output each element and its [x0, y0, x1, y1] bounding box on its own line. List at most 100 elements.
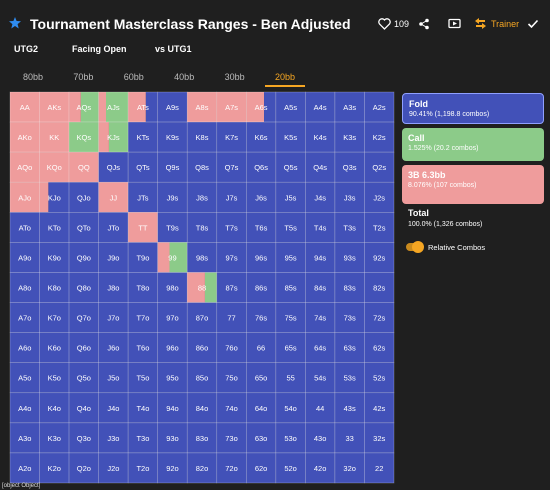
cell-segment: [275, 362, 306, 393]
cell-segment: [39, 422, 70, 453]
hand-label: T7s: [225, 223, 238, 232]
hand-label: A8s: [196, 103, 209, 112]
hand-label: QJs: [107, 163, 121, 172]
cell-segment: [98, 362, 129, 393]
cell-segment: [69, 272, 99, 303]
cell-segment: [98, 332, 129, 363]
cell-segment: [334, 242, 365, 273]
cell-segment: [39, 212, 70, 243]
hand-label: A9s: [166, 103, 179, 112]
hand-label: K8o: [48, 284, 61, 293]
hand-label: T3o: [136, 434, 149, 443]
cell-segment: [305, 332, 335, 363]
cell-segment: [364, 92, 394, 123]
hand-label: T7o: [136, 314, 149, 323]
tab[interactable]: 80bb: [22, 72, 44, 82]
toggle[interactable]: [406, 241, 424, 253]
cell-segment: [128, 152, 158, 183]
share-icon[interactable]: [418, 18, 430, 30]
hand-label: AQs: [77, 103, 92, 112]
cell-segment: [305, 152, 335, 183]
hand-label: T2o: [136, 464, 149, 473]
hand-label: A7o: [18, 314, 31, 323]
hand-label: 43o: [314, 434, 327, 443]
trainer-icon[interactable]: [474, 17, 487, 30]
cell-segment: [157, 212, 188, 243]
hand-label: 53s: [344, 374, 356, 383]
cell-segment: [334, 302, 365, 333]
filter-dropdown[interactable]: Facing Open: [72, 44, 127, 54]
cell-segment: [364, 242, 394, 273]
cell-segment: [246, 182, 276, 213]
hand-label: 92s: [373, 253, 385, 262]
tab[interactable]: 20bb: [265, 72, 305, 87]
cell-segment: [10, 302, 40, 333]
like-icon[interactable]: [378, 18, 391, 30]
video-icon[interactable]: [448, 18, 461, 30]
cell-segment: [108, 122, 129, 153]
cell-segment: [246, 272, 276, 303]
hand-label: A8o: [18, 284, 31, 293]
cell-segment: [275, 452, 306, 483]
cell-segment: [157, 182, 188, 213]
cell-segment: [187, 452, 217, 483]
hand-label: 32o: [343, 464, 356, 473]
cell-segment: [157, 122, 188, 153]
hand-label: KTo: [48, 223, 61, 232]
cell-segment: [334, 152, 365, 183]
cell-segment: [275, 92, 306, 123]
filter-dropdown[interactable]: UTG2: [14, 44, 39, 54]
tab[interactable]: 70bb: [73, 72, 94, 82]
hand-label: J4s: [314, 193, 326, 202]
hand-label: A3o: [18, 434, 31, 443]
legend-name: Call: [408, 133, 425, 143]
hand-label: K5s: [284, 133, 297, 142]
cell-segment: [334, 122, 365, 153]
hand-label: 83o: [196, 434, 209, 443]
cell-segment: [216, 92, 247, 123]
hand-label: 44: [316, 404, 324, 413]
filter-dropdown[interactable]: vs UTG1: [155, 44, 192, 54]
cell-segment: [305, 92, 335, 123]
hand-label: A5o: [18, 374, 31, 383]
hand-label: 72o: [225, 464, 238, 473]
cell-segment: [10, 242, 40, 273]
star-icon[interactable]: [9, 17, 21, 29]
hand-label: 84s: [314, 284, 326, 293]
hand-label: AJo: [18, 193, 31, 202]
hand-label: KK: [49, 133, 59, 142]
cell-segment: [364, 152, 394, 183]
cell-segment: [187, 302, 217, 333]
cell-segment: [69, 122, 99, 153]
cell-segment: [106, 92, 129, 123]
cell-segment: [80, 92, 99, 123]
tab[interactable]: 30bb: [224, 72, 245, 82]
cell-segment: [364, 182, 394, 213]
cell-border: [68, 452, 99, 484]
cell-border: [68, 151, 99, 183]
cell-segment: [364, 332, 394, 363]
trainer-button[interactable]: Trainer: [491, 19, 520, 29]
hand-label: 62s: [373, 344, 385, 353]
check-icon[interactable]: [527, 18, 539, 30]
hand-label: 84o: [196, 404, 209, 413]
hand-label: K9o: [48, 253, 61, 262]
cell-segment: [275, 212, 306, 243]
tab[interactable]: 60bb: [123, 72, 144, 82]
cell-segment: [216, 452, 247, 483]
tab[interactable]: 40bb: [174, 72, 195, 82]
hand-label: A2s: [373, 103, 386, 112]
cell-segment: [264, 92, 276, 123]
cell-segment: [305, 392, 335, 423]
hand-label: J8o: [107, 284, 119, 293]
hand-label: J3s: [344, 193, 356, 202]
hand-label: Q6s: [254, 163, 268, 172]
hand-label: 98s: [196, 253, 208, 262]
cell-segment: [10, 452, 40, 483]
hand-label: 63s: [344, 344, 356, 353]
cell-segment: [39, 242, 70, 273]
cell-segment: [157, 302, 188, 333]
cell-segment: [128, 422, 158, 453]
cell-segment: [128, 392, 158, 423]
cell-segment: [39, 152, 70, 183]
